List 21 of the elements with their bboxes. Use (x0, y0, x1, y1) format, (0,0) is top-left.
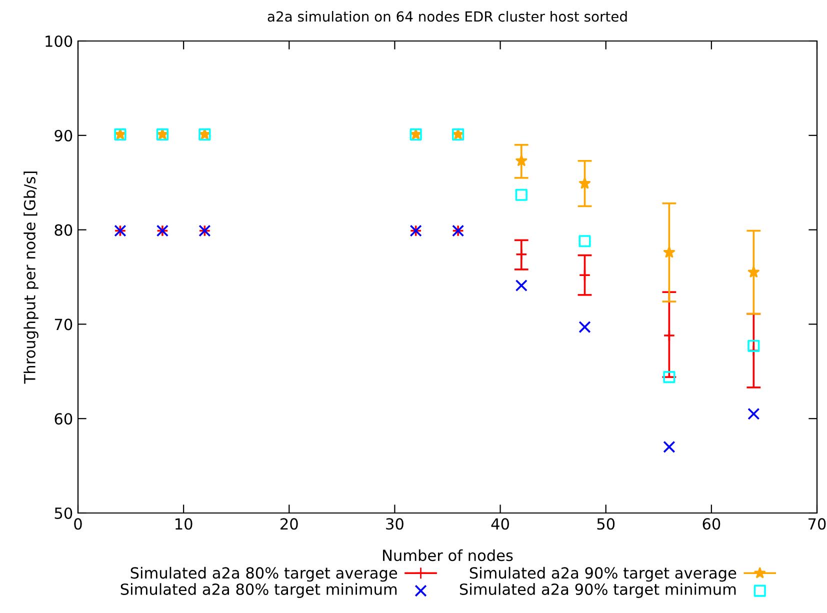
y-tick-label: 80 (54, 224, 72, 236)
legend-label: Simulated a2a 80% target minimum (120, 583, 397, 598)
legend-label: Simulated a2a 90% target average (470, 566, 736, 582)
x-tick-label: 70 (808, 518, 826, 530)
x-tick-label: 10 (176, 518, 192, 530)
y-tick-label: 90 (54, 130, 72, 142)
chart-title: a2a simulation on 64 nodes EDR cluster host sorted (268, 11, 627, 22)
x-tick-label: 40 (491, 518, 509, 530)
x-tick-label: 60 (702, 518, 720, 530)
x-tick-label: 20 (280, 518, 298, 530)
y-tick-label: 50 (54, 507, 72, 520)
y-axis-title: Throughput per node [Gb/s] (24, 172, 38, 384)
y-tick-label: 70 (54, 318, 72, 330)
x-axis-title: Number of nodes (383, 549, 513, 562)
x-tick-label: 0 (74, 518, 82, 530)
x-tick-label: 30 (386, 518, 404, 530)
y-tick-label: 60 (54, 413, 72, 425)
legend-label: Simulated a2a 80% target average (130, 566, 398, 582)
y-tick-label: 100 (46, 35, 72, 48)
legend-label: Simulated a2a 90% target minimum (460, 583, 736, 598)
x-tick-label: 50 (597, 518, 615, 530)
